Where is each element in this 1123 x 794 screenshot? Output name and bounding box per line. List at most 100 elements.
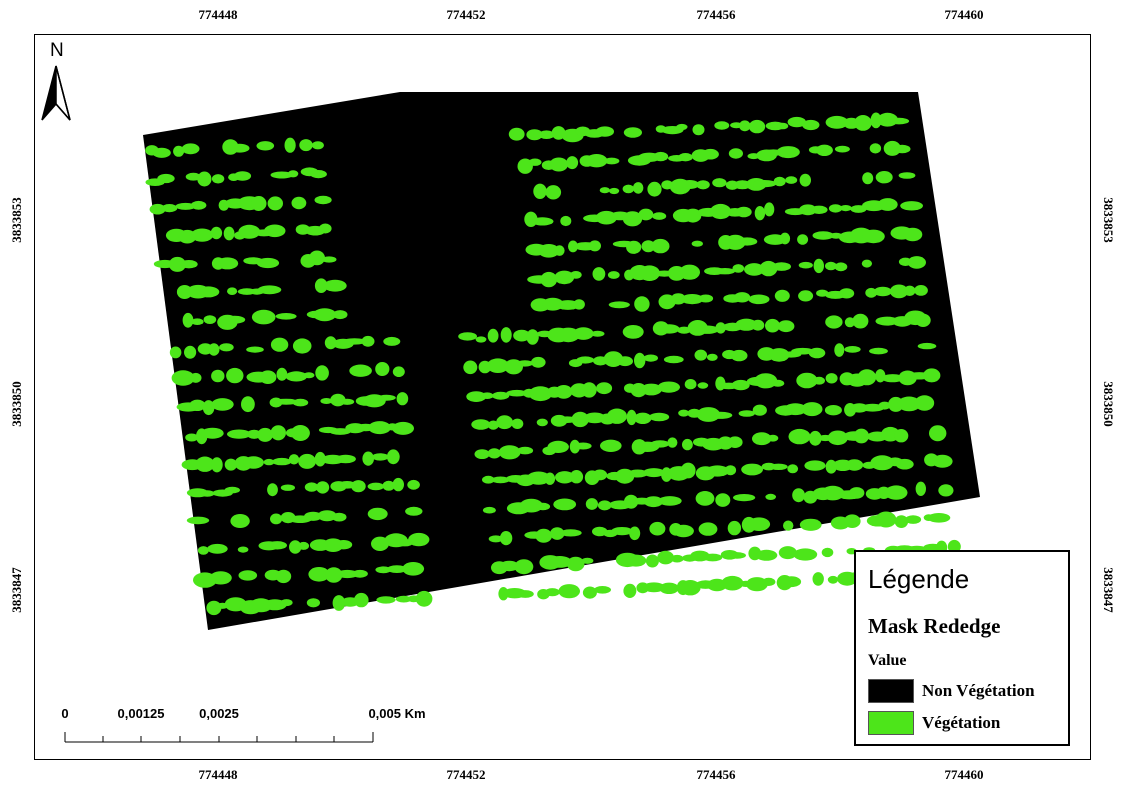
vegetation-patch (210, 226, 223, 240)
vegetation-patch (799, 518, 822, 531)
vegetation-patch (708, 411, 733, 419)
vegetation-patch (679, 264, 700, 280)
legend-field-name: Value (868, 652, 907, 669)
vegetation-patch (320, 398, 333, 404)
vegetation-patch (659, 324, 680, 334)
vegetation-patch (828, 204, 843, 213)
vegetation-patch (813, 258, 824, 274)
vegetation-patch (869, 143, 882, 154)
vegetation-patch (673, 524, 694, 538)
vegetation-patch (285, 371, 308, 382)
vegetation-patch (516, 360, 534, 367)
vegetation-patch (227, 429, 251, 439)
vegetation-patch (531, 217, 554, 226)
vegetation-patch (323, 279, 347, 292)
vegetation-patch (298, 541, 310, 550)
vegetation-patch (211, 398, 234, 411)
vegetation-patch (862, 172, 874, 185)
vegetation-patch (263, 458, 275, 466)
vegetation-patch (267, 483, 278, 497)
vegetation-patch (657, 550, 674, 565)
vegetation-patch (549, 157, 569, 172)
vegetation-patch (802, 119, 820, 131)
vegetation-patch (536, 418, 548, 427)
vegetation-swatch (868, 711, 914, 735)
vegetation-patch (638, 208, 654, 221)
vegetation-patch (274, 398, 298, 405)
vegetation-patch (650, 440, 670, 448)
vegetation-patch (340, 398, 355, 405)
vegetation-patch (698, 294, 714, 303)
vegetation-patch (670, 293, 686, 305)
vegetation-patch (526, 129, 543, 141)
vegetation-patch (869, 347, 888, 355)
vegetation-patch (647, 181, 662, 197)
vegetation-patch (852, 313, 869, 329)
vegetation-patch (691, 240, 703, 247)
non-vegetation-swatch (868, 679, 914, 703)
vegetation-patch (491, 476, 510, 484)
vegetation-patch (185, 172, 202, 181)
vegetation-patch (538, 130, 555, 139)
vegetation-patch (678, 409, 690, 417)
vegetation-patch (929, 425, 947, 442)
vegetation-patch (764, 202, 775, 217)
vegetation-patch (715, 322, 726, 334)
vegetation-patch (526, 329, 539, 345)
vegetation-patch (275, 569, 292, 584)
vegetation-patch (573, 327, 594, 340)
vegetation-patch (264, 224, 286, 238)
vegetation-patch (754, 373, 778, 389)
vegetation-patch (677, 326, 691, 334)
vegetation-patch (535, 528, 553, 543)
vegetation-patch (396, 392, 409, 406)
vegetation-patch (607, 271, 620, 279)
vegetation-patch (570, 271, 582, 279)
vegetation-patch (257, 285, 282, 295)
vegetation-patch (299, 139, 313, 152)
vegetation-patch (825, 373, 838, 384)
vegetation-patch (270, 425, 286, 441)
vegetation-patch (480, 392, 494, 400)
vegetation-patch (590, 330, 605, 337)
vegetation-patch (314, 278, 328, 294)
vegetation-patch (597, 500, 612, 511)
vegetation-patch (927, 513, 951, 523)
x-tick-top-1: 774448 (198, 7, 238, 22)
vegetation-patch (290, 425, 310, 441)
vegetation-patch (547, 556, 572, 568)
vegetation-patch (932, 454, 953, 468)
vegetation-patch (314, 195, 332, 205)
vegetation-patch (315, 365, 329, 381)
vegetation-patch (550, 527, 565, 540)
vegetation-patch (482, 506, 496, 514)
vegetation-patch (733, 494, 756, 502)
vegetation-patch (211, 457, 223, 473)
vegetation-patch (938, 484, 954, 497)
vegetation-patch (415, 590, 433, 607)
vegetation-patch (540, 271, 558, 288)
vegetation-patch (458, 332, 477, 341)
vegetation-patch (471, 419, 491, 430)
vegetation-patch (634, 352, 646, 369)
vegetation-patch (547, 440, 569, 453)
legend-label-non-vegetation: Non Végétation (922, 681, 1035, 700)
vegetation-patch (377, 394, 396, 401)
vegetation-patch (408, 532, 430, 547)
vegetation-patch (498, 445, 521, 460)
vegetation-patch (371, 453, 389, 461)
vegetation-patch (516, 590, 534, 598)
vegetation-patch (734, 292, 751, 303)
vegetation-patch (765, 493, 776, 500)
vegetation-patch (735, 318, 758, 331)
vegetation-patch (845, 459, 864, 471)
vegetation-patch (230, 514, 250, 528)
vegetation-patch (238, 224, 261, 239)
vegetation-patch (792, 488, 805, 503)
vegetation-patch (915, 313, 931, 327)
vegetation-patch (888, 117, 910, 125)
vegetation-patch (715, 493, 731, 507)
vegetation-patch (499, 560, 520, 572)
vegetation-patch (680, 462, 696, 479)
vegetation-patch (571, 411, 589, 428)
